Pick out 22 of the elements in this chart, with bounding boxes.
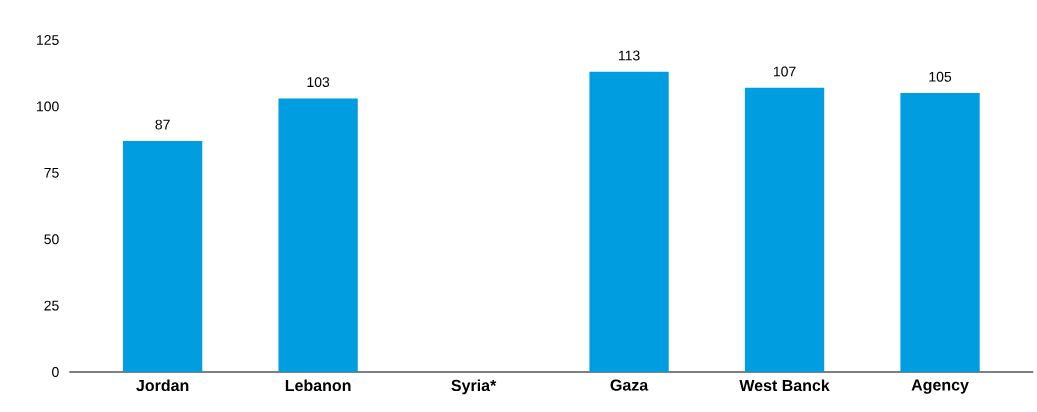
data-label: 113: [618, 50, 640, 61]
data-label: 107: [773, 66, 796, 77]
data-label: 103: [307, 77, 330, 88]
x-tick-label: West Banck: [739, 379, 830, 392]
y-tick-label: 75: [44, 167, 59, 178]
y-tick-label: 50: [44, 234, 59, 245]
x-tick-label: Gaza: [610, 379, 649, 391]
x-tick-label: Agency: [911, 379, 969, 394]
bar: [900, 93, 980, 372]
data-label: 105: [929, 71, 952, 82]
data-label: 87: [155, 119, 170, 130]
bar: [589, 71, 669, 372]
y-tick-label: 125: [37, 35, 59, 45]
bar: [122, 140, 203, 372]
x-tick-label: Syria*: [451, 379, 497, 395]
y-tick-label: 25: [44, 300, 59, 311]
x-tick-label: Lebanon: [285, 379, 351, 392]
x-tick-label: Jordan: [136, 379, 189, 392]
bar: [744, 87, 825, 372]
y-tick-label: 100: [37, 101, 59, 112]
y-tick-label: 0: [52, 367, 59, 377]
bar: [278, 98, 358, 372]
